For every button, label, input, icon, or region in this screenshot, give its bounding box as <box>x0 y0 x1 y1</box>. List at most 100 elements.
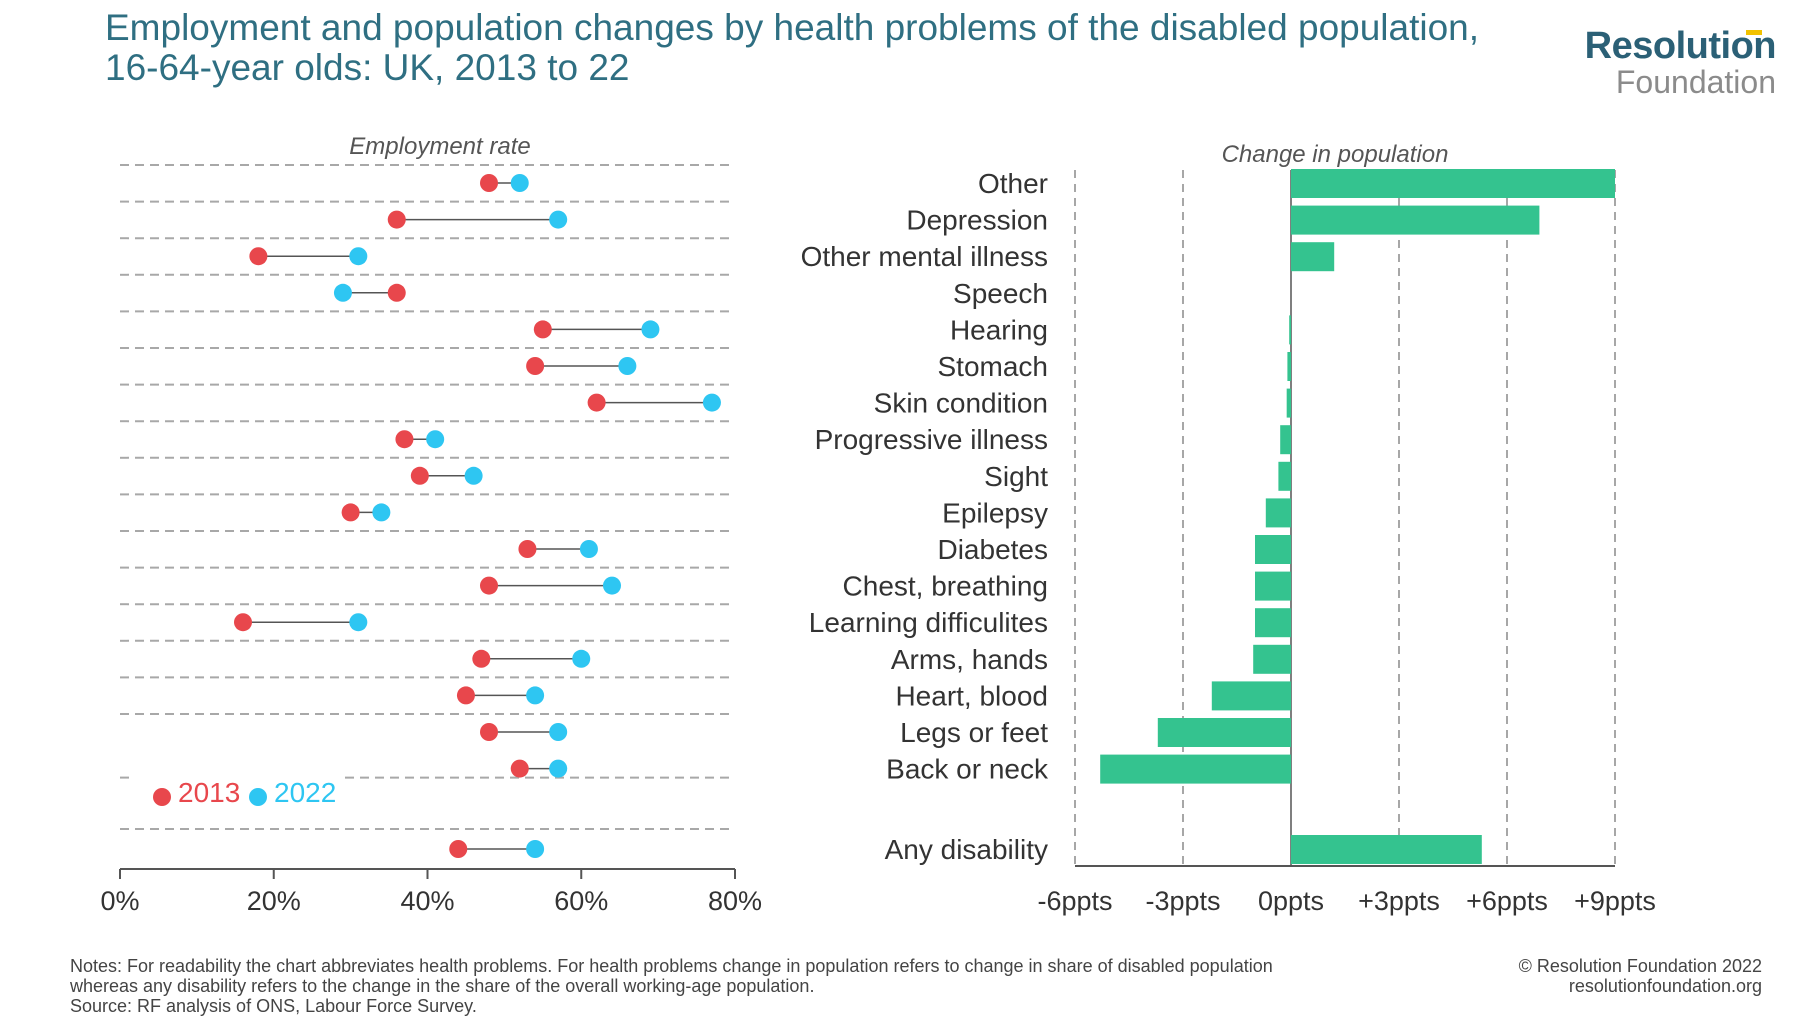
population-bar-skin-condition <box>1286 388 1291 418</box>
population-bar-arms-hands <box>1253 644 1291 674</box>
title-line-2: 16-64-year olds: UK, 2013 to 22 <box>105 47 630 88</box>
employment-panel-title: Employment rate <box>349 133 530 160</box>
point-2022-learning-difficulites <box>349 613 368 632</box>
website-text: resolutionfoundation.org <box>1568 976 1762 996</box>
employment-x-tick-label: 60% <box>554 886 608 916</box>
logo-bottom-text: Foundation <box>1615 64 1776 100</box>
category-label-other: Other <box>978 168 1048 199</box>
legend-label-2013: 2013 <box>178 777 240 808</box>
category-label-progressive-illness: Progressive illness <box>815 424 1048 455</box>
point-2013-arms-hands <box>472 649 491 668</box>
point-2013-legs-or-feet <box>480 723 498 741</box>
population-bar-progressive-illness <box>1280 425 1291 455</box>
category-label-diabetes: Diabetes <box>937 534 1048 565</box>
point-2022-diabetes <box>579 540 598 558</box>
category-label-hearing: Hearing <box>950 314 1048 345</box>
chart-notes: Notes: For readability the chart abbrevi… <box>70 956 1450 1016</box>
logo-top-text: Resolution <box>1584 25 1777 67</box>
point-2013-stomach <box>526 357 545 375</box>
population-bar-sight <box>1278 461 1291 491</box>
population-bar-any-disability <box>1291 835 1482 864</box>
point-2013-any-disability <box>449 840 468 858</box>
category-label-skin-condition: Skin condition <box>874 388 1048 419</box>
category-label-learning-difficulites: Learning difficulites <box>809 607 1048 638</box>
point-2013-epilepsy <box>341 503 360 522</box>
legend-label-2022: 2022 <box>274 777 336 808</box>
category-label-speech: Speech <box>953 278 1048 309</box>
title-line-1: Employment and population changes by hea… <box>105 7 1480 48</box>
copyright-text: © Resolution Foundation 2022 <box>1518 956 1762 976</box>
category-label-depression: Depression <box>906 205 1048 236</box>
population-bar-chest-breathing <box>1255 571 1291 601</box>
category-label-legs-or-feet: Legs or feet <box>900 717 1048 748</box>
population-x-tick-label: +3ppts <box>1358 886 1440 916</box>
point-2022-skin-condition <box>702 393 721 412</box>
population-x-tick-label: -3ppts <box>1145 886 1220 916</box>
copyright-block: © Resolution Foundation 2022 resolutionf… <box>1519 956 1762 996</box>
category-label-arms-hands: Arms, hands <box>891 644 1048 675</box>
logo-accent-mark <box>1746 30 1762 35</box>
population-bar-legs-or-feet <box>1157 718 1291 747</box>
point-2022-legs-or-feet <box>549 723 568 741</box>
point-2013-chest-breathing <box>480 576 498 595</box>
point-2022-hearing <box>641 320 660 339</box>
point-2013-diabetes <box>518 540 537 558</box>
legend-marker-2022 <box>249 788 267 806</box>
category-label-epilepsy: Epilepsy <box>942 497 1048 528</box>
employment-x-tick-label: 80% <box>708 886 762 916</box>
point-2013-speech <box>387 283 406 302</box>
population-bar-other <box>1291 169 1615 198</box>
point-2022-any-disability <box>526 840 545 858</box>
point-2013-hearing <box>533 320 552 339</box>
population-x-tick-label: -6ppts <box>1037 886 1112 916</box>
population-bar-epilepsy <box>1265 498 1291 528</box>
point-2022-epilepsy <box>372 503 391 522</box>
point-2022-sight <box>464 466 483 485</box>
population-panel-title: Change in population <box>1222 141 1449 168</box>
point-2013-progressive-illness <box>395 430 414 449</box>
point-2013-other-mental-illness <box>249 247 268 266</box>
point-2013-other <box>480 174 498 192</box>
point-2022-chest-breathing <box>603 576 621 595</box>
population-x-tick-label: +6ppts <box>1466 886 1548 916</box>
point-2022-depression <box>549 210 568 229</box>
notes-line-1: Notes: For readability the chart abbrevi… <box>70 956 1273 976</box>
population-bar-learning-difficulites <box>1255 608 1291 638</box>
population-x-tick-label: +9ppts <box>1574 886 1656 916</box>
population-bar-hearing <box>1289 315 1291 345</box>
source-note: Source: RF analysis of ONS, Labour Force… <box>70 996 477 1016</box>
point-2022-other <box>510 174 529 192</box>
notes-line-2: whereas any disability refers to the cha… <box>70 976 815 996</box>
population-bar-stomach <box>1287 352 1291 381</box>
category-label-stomach: Stomach <box>938 351 1049 382</box>
population-bar-other-mental-illness <box>1291 242 1335 272</box>
category-label-any-disability: Any disability <box>885 834 1048 865</box>
point-2022-back-or-neck <box>549 759 568 778</box>
category-label-sight: Sight <box>984 461 1048 492</box>
point-2022-heart-blood <box>526 686 545 705</box>
employment-x-tick-label: 0% <box>100 886 139 916</box>
point-2022-progressive-illness <box>426 430 445 449</box>
population-bar-heart-blood <box>1211 681 1291 711</box>
point-2022-speech <box>333 283 352 302</box>
point-2013-sight <box>410 466 429 485</box>
category-label-other-mental-illness: Other mental illness <box>801 241 1048 272</box>
point-2022-other-mental-illness <box>349 247 368 266</box>
point-2013-depression <box>387 210 406 229</box>
population-x-tick-label: 0ppts <box>1258 886 1324 916</box>
population-bar-depression <box>1291 205 1540 235</box>
resolution-foundation-logo: Resolution Foundation <box>1584 25 1777 100</box>
legend-marker-2013 <box>153 788 171 806</box>
point-2022-arms-hands <box>572 649 591 668</box>
population-bar-diabetes <box>1255 535 1291 564</box>
category-label-back-or-neck: Back or neck <box>886 754 1049 785</box>
population-bar-back-or-neck <box>1100 754 1291 784</box>
employment-x-tick-label: 20% <box>247 886 301 916</box>
chart-title: Employment and population changes by hea… <box>105 8 1525 88</box>
category-label-chest-breathing: Chest, breathing <box>843 571 1048 602</box>
point-2013-back-or-neck <box>510 759 529 778</box>
point-2013-skin-condition <box>587 393 606 412</box>
point-2013-heart-blood <box>456 686 475 705</box>
category-label-heart-blood: Heart, blood <box>895 680 1048 711</box>
